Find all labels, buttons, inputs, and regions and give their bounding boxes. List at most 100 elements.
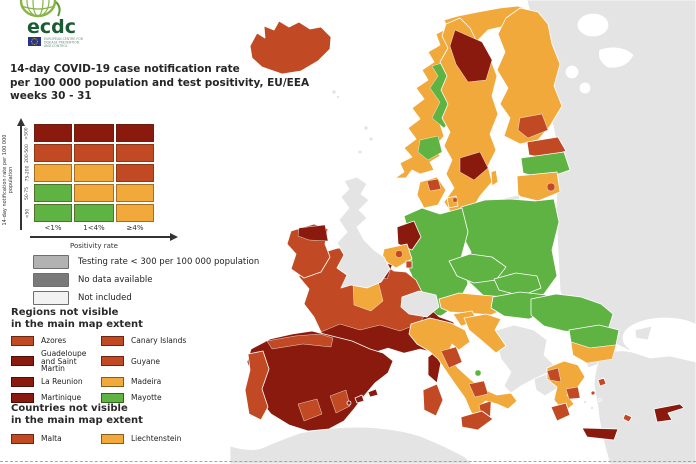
regions-legend-item-2: Guadeloupe and Saint Martin [11,350,101,373]
map-spain-north-regions [266,333,334,350]
map-italy-tuscany-region [440,346,463,369]
map-italy [408,317,518,424]
eu-flag-star-3 [36,41,38,42]
status-legend-swatch-1 [33,273,69,287]
regions-legend-item-0: Azores [11,334,101,347]
eu-flag-star-6 [34,43,35,45]
matrix-legend: 14-day notification rate per 100 000 pop… [0,112,200,262]
matrix-cell-r2c1 [74,164,114,182]
matrix-grid [34,124,154,222]
countries-legend-label-1: Liechtenstein [131,433,182,443]
map-united-kingdom [336,176,391,289]
countries-legend-item-1: Liechtenstein [101,432,205,445]
matrix-cell-r3c2 [116,184,154,202]
countries-legend-item-0: Malta [11,432,101,445]
matrix-cell-r1c2 [116,144,154,162]
matrix-row-label-1: 200-500 [25,143,30,163]
matrix-cell-r1c0 [34,144,72,162]
eu-flag-star-2 [36,39,38,41]
regions-legend-label-0: Azores [41,335,67,345]
eu-flag-star-9 [31,41,33,42]
map-menorca [367,388,379,398]
map-bulgaria-south [570,341,617,364]
map-finland [496,7,563,145]
matrix-cell-r0c1 [74,124,114,142]
map-finland-south-region [517,113,549,139]
x-axis-line [30,236,170,238]
regions-legend-swatch-1 [101,335,124,346]
regions-legend-label-1: Canary Islands [131,335,187,345]
ecdc-logo-graphic: ecdc EUROPEAN CENTRE FOR DISEASE PREVENT… [19,0,84,48]
eu-flag-star-10 [31,39,33,41]
matrix-col-label-0: <1% [44,224,62,232]
map-italy-campania-region [468,380,489,398]
logo-subline-3: AND CONTROL [44,44,68,48]
map-lithuania-capital-region [546,182,556,192]
map-luxembourg [405,260,413,269]
matrix-col-label-1: 1<4% [83,224,105,232]
map-czechia [448,253,507,284]
regions-legend-label-4: La Reunion [41,377,83,387]
map-title-line-2: per 100 000 population and test positivi… [10,76,310,89]
eu-flag-star-8 [31,42,33,44]
map-ibiza [346,400,352,406]
status-legend-item-1: No data available [33,273,259,287]
status-legend-item-2: Not included [33,291,259,305]
regions-legend-swatch-2 [11,356,34,367]
y-axis-arrow-icon [17,118,25,126]
map-lesbos [597,377,607,387]
map-lake-ladoga [565,65,579,79]
regions-legend-title-line-2: in the main map extent [11,319,143,330]
regions-legend-item-3: Guyane [101,350,205,373]
map-italy-molise-region [474,369,482,377]
map-hebrides [357,149,363,155]
map-ireland-north-region [297,224,329,242]
matrix-row-label-4: <50 [25,208,30,218]
matrix-cell-r2c2 [116,164,154,182]
matrix-col-label-2: ≥4% [126,224,144,232]
countries-legend-swatch-1 [101,433,124,444]
map-faroe-islands-2 [335,95,340,100]
matrix-row-label-3: 50-75 [25,186,31,200]
matrix-cell-r4c0 [34,204,72,222]
map-title-line-3: weeks 30 - 31 [10,90,92,102]
globe-icon [19,0,61,18]
matrix-row-label-2: 75-200 [25,165,31,181]
map-sweden-south-region [459,151,489,181]
map-spain-southeast-region [329,389,351,414]
matrix-cell-r1c1 [74,144,114,162]
matrix-row-label-0: >500 [25,126,30,140]
matrix-x-axis-label: Positivity rate [70,242,118,250]
map-portugal [244,350,270,421]
x-axis-arrow-icon [170,233,178,241]
eu-flag-star-4 [36,42,38,44]
map-crimea [634,325,653,341]
map-croatia [463,313,507,354]
logo-subline-1: EUROPEAN CENTRE FOR [44,37,84,41]
map-shetland [363,125,369,131]
map-north-africa [229,426,473,464]
regions-legend-item-6: Martinique [11,392,101,405]
logo-text: ecdc [27,16,76,38]
matrix-cell-r0c0 [34,124,72,142]
map-title: 14-day COVID-19 case notification rate p… [10,63,309,104]
regions-legend-label-7: Mayotte [131,393,162,403]
regions-legend-label-6: Martinique [41,393,82,403]
countries-legend-title-line-1: Countries not visible [11,403,128,414]
ecdc-logo: ecdc EUROPEAN CENTRE FOR DISEASE PREVENT… [12,0,92,58]
map-gotland [490,169,499,187]
regions-legend-label-2: Guadeloupe and Saint Martin [41,349,87,373]
countries-legend-grid: Malta Liechtenstein [11,432,205,445]
status-legend-label-2: Not included [78,293,132,303]
map-greece-attica-region [565,386,581,400]
eu-flag-icon [28,37,41,46]
matrix-cell-r3c0 [34,184,72,202]
map-lake [598,47,634,68]
map-copenhagen-region [452,197,458,203]
map-sicily [460,410,494,431]
regions-legend-swatch-5 [101,377,124,387]
matrix-cell-r0c2 [116,124,154,142]
map-cyclades-3 [598,398,602,402]
map-peloponnese [550,402,571,422]
map-faroe-islands [331,89,337,95]
